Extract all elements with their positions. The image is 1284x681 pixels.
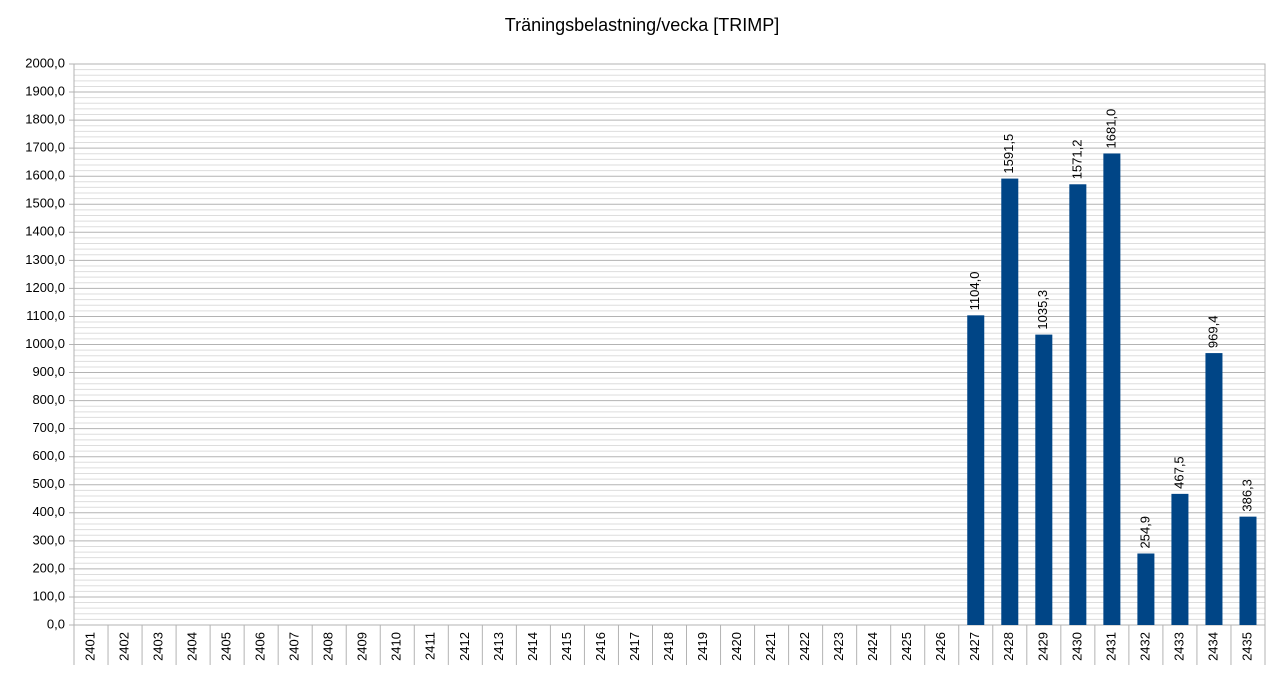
x-tick-label: 2423 (831, 632, 846, 661)
data-label: 386,3 (1239, 479, 1254, 512)
x-tick-label: 2410 (389, 632, 404, 661)
x-tick-label: 2424 (865, 632, 880, 661)
bar (1035, 334, 1053, 625)
x-tick-label: 2409 (355, 632, 370, 661)
chart-title: Träningsbelastning/vecka [TRIMP] (505, 15, 779, 35)
data-label: 254,9 (1137, 516, 1152, 549)
y-tick-label: 2000,0 (25, 55, 65, 70)
x-tick-label: 2414 (525, 632, 540, 661)
bar (1239, 516, 1257, 625)
data-label: 1591,5 (1001, 134, 1016, 174)
x-tick-label: 2401 (82, 632, 97, 661)
bar (967, 315, 985, 625)
x-tick-label: 2412 (457, 632, 472, 661)
bar (1069, 184, 1087, 626)
x-tick-label: 2422 (797, 632, 812, 661)
x-tick-label: 2427 (967, 632, 982, 661)
y-tick-label: 500,0 (32, 476, 65, 491)
bar (1103, 153, 1121, 626)
x-tick-label: 2429 (1035, 632, 1050, 661)
x-tick-label: 2435 (1239, 632, 1254, 661)
x-tick-label: 2426 (933, 632, 948, 661)
bar (1137, 553, 1155, 625)
x-tick-label: 2406 (253, 632, 268, 661)
x-tick-label: 2428 (1001, 632, 1016, 661)
bar (1001, 178, 1019, 626)
data-label: 1104,0 (967, 272, 982, 311)
y-tick-label: 400,0 (32, 504, 65, 519)
y-tick-label: 1000,0 (25, 336, 65, 351)
x-tick-label: 2403 (151, 632, 166, 661)
x-tick-label: 2404 (185, 632, 200, 661)
data-label: 1681,0 (1103, 109, 1118, 149)
x-tick-label: 2425 (899, 632, 914, 661)
x-tick-label: 2405 (219, 632, 234, 661)
y-tick-label: 200,0 (32, 560, 65, 575)
x-tick-label: 2417 (627, 632, 642, 661)
y-tick-label: 100,0 (32, 588, 65, 603)
x-tick-label: 2416 (593, 632, 608, 661)
x-tick-label: 2434 (1205, 632, 1220, 661)
y-tick-label: 300,0 (32, 532, 65, 547)
x-tick-label: 2411 (423, 632, 438, 660)
y-tick-label: 600,0 (32, 448, 65, 463)
bar (1171, 493, 1189, 625)
y-tick-label: 1400,0 (25, 224, 65, 239)
x-tick-label: 2432 (1137, 632, 1152, 661)
y-tick-label: 700,0 (32, 420, 65, 435)
bar (1205, 353, 1223, 625)
x-tick-label: 2419 (695, 632, 710, 661)
y-tick-label: 1300,0 (25, 252, 65, 267)
data-label: 969,4 (1205, 316, 1220, 349)
x-tick-label: 2430 (1069, 632, 1084, 661)
y-tick-label: 1800,0 (25, 112, 65, 127)
y-tick-label: 0,0 (47, 616, 65, 631)
x-tick-label: 2415 (559, 632, 574, 661)
y-tick-label: 1700,0 (25, 140, 65, 155)
x-tick-label: 2407 (287, 632, 302, 661)
x-tick-label: 2431 (1103, 632, 1118, 661)
data-label: 1571,2 (1069, 140, 1084, 180)
x-tick-label: 2418 (661, 632, 676, 661)
data-label: 1035,3 (1035, 290, 1050, 330)
data-label: 467,5 (1171, 456, 1186, 489)
x-tick-label: 2421 (763, 632, 778, 661)
y-tick-label: 900,0 (32, 364, 65, 379)
y-tick-label: 800,0 (32, 392, 65, 407)
y-tick-label: 1100,0 (26, 308, 65, 323)
y-tick-label: 1900,0 (25, 83, 65, 98)
y-tick-label: 1500,0 (25, 196, 65, 211)
y-tick-label: 1600,0 (25, 168, 65, 183)
x-tick-label: 2402 (116, 632, 131, 661)
x-tick-label: 2408 (321, 632, 336, 661)
x-tick-label: 2433 (1171, 632, 1186, 661)
y-tick-label: 1200,0 (25, 280, 65, 295)
plot-frame (73, 63, 1266, 626)
x-tick-label: 2420 (729, 632, 744, 661)
x-tick-label: 2413 (491, 632, 506, 661)
